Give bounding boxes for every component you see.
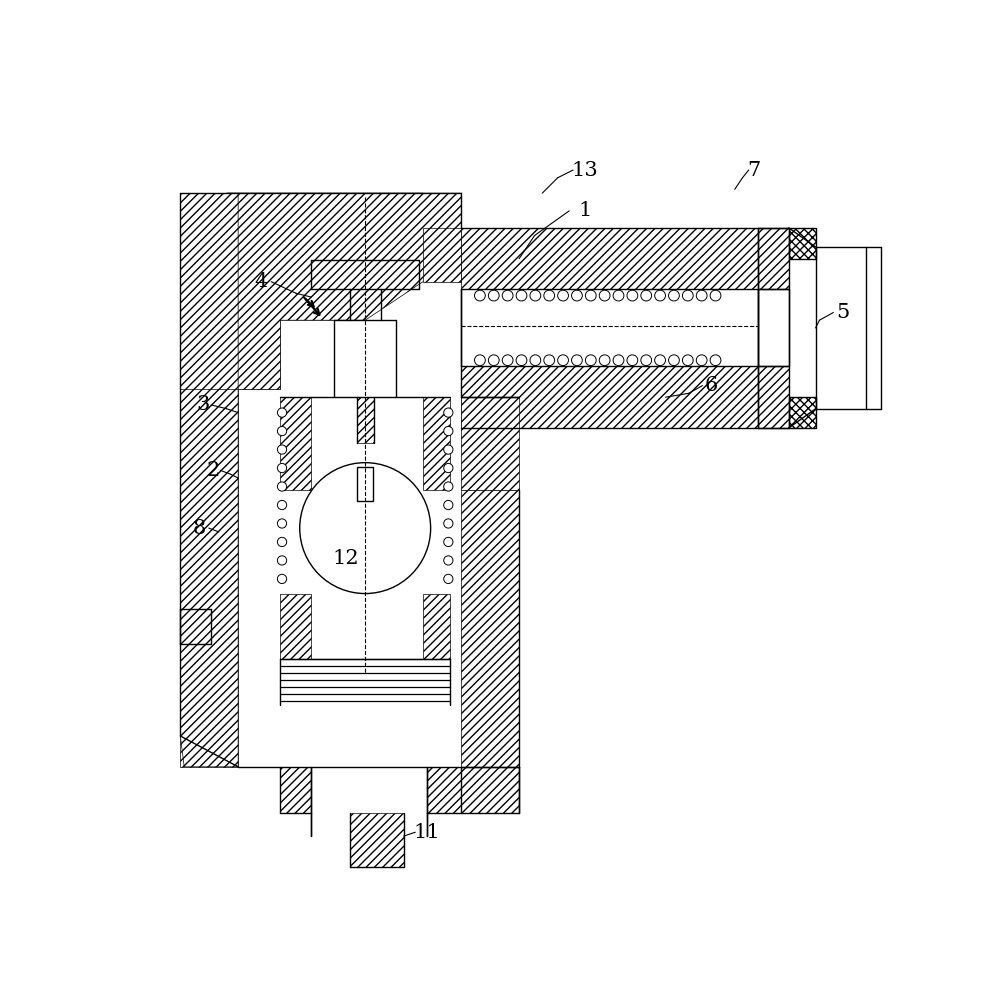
Bar: [357, 466, 373, 501]
Circle shape: [474, 290, 485, 301]
Circle shape: [502, 355, 513, 366]
Text: 5: 5: [836, 303, 849, 322]
Polygon shape: [423, 594, 450, 659]
Text: 11: 11: [414, 823, 440, 842]
Text: 8: 8: [193, 519, 206, 538]
Circle shape: [278, 463, 287, 473]
Text: 13: 13: [571, 161, 598, 180]
Polygon shape: [758, 228, 789, 289]
Circle shape: [474, 355, 485, 366]
Circle shape: [544, 355, 555, 366]
Circle shape: [696, 290, 707, 301]
Circle shape: [443, 556, 453, 565]
Bar: [758, 289, 789, 366]
Bar: [789, 228, 815, 259]
Circle shape: [443, 519, 453, 528]
Text: 12: 12: [332, 549, 359, 568]
Circle shape: [443, 574, 453, 584]
Polygon shape: [423, 397, 450, 490]
Polygon shape: [461, 767, 519, 813]
Circle shape: [669, 355, 680, 366]
Circle shape: [516, 290, 527, 301]
Circle shape: [443, 482, 453, 491]
Polygon shape: [281, 397, 311, 490]
Circle shape: [443, 426, 453, 436]
Circle shape: [278, 556, 287, 565]
Polygon shape: [461, 366, 758, 428]
Circle shape: [669, 290, 680, 301]
Circle shape: [502, 290, 513, 301]
Circle shape: [300, 463, 431, 594]
Circle shape: [627, 355, 638, 366]
Circle shape: [682, 355, 693, 366]
Circle shape: [613, 290, 624, 301]
Text: 6: 6: [705, 376, 718, 395]
Circle shape: [443, 408, 453, 417]
Polygon shape: [238, 193, 461, 389]
Circle shape: [558, 355, 568, 366]
Polygon shape: [461, 490, 519, 767]
Polygon shape: [311, 260, 419, 289]
Circle shape: [443, 445, 453, 454]
Polygon shape: [281, 767, 311, 813]
Circle shape: [516, 355, 527, 366]
Circle shape: [655, 290, 666, 301]
Circle shape: [544, 290, 555, 301]
Polygon shape: [181, 389, 238, 767]
Circle shape: [627, 290, 638, 301]
Polygon shape: [427, 767, 461, 813]
Circle shape: [585, 290, 596, 301]
Circle shape: [530, 355, 541, 366]
Circle shape: [599, 290, 610, 301]
Polygon shape: [181, 389, 238, 767]
Circle shape: [613, 355, 624, 366]
Circle shape: [696, 355, 707, 366]
Bar: [789, 397, 815, 428]
Polygon shape: [461, 397, 519, 490]
Circle shape: [443, 537, 453, 547]
Circle shape: [655, 355, 666, 366]
Circle shape: [710, 290, 721, 301]
Text: 4: 4: [255, 272, 268, 291]
Circle shape: [278, 408, 287, 417]
Circle shape: [571, 355, 582, 366]
Text: 7: 7: [747, 161, 761, 180]
Circle shape: [530, 290, 541, 301]
Polygon shape: [758, 366, 789, 428]
Polygon shape: [357, 397, 374, 443]
Circle shape: [585, 355, 596, 366]
Polygon shape: [350, 813, 404, 867]
Circle shape: [710, 355, 721, 366]
Circle shape: [278, 482, 287, 491]
Circle shape: [443, 463, 453, 473]
Circle shape: [443, 500, 453, 510]
Circle shape: [278, 445, 287, 454]
Circle shape: [278, 426, 287, 436]
Polygon shape: [181, 193, 238, 389]
Circle shape: [278, 519, 287, 528]
Text: 3: 3: [196, 395, 210, 414]
Circle shape: [488, 355, 499, 366]
Circle shape: [558, 290, 568, 301]
Circle shape: [278, 537, 287, 547]
Text: 2: 2: [206, 461, 219, 480]
Circle shape: [641, 290, 652, 301]
Circle shape: [488, 290, 499, 301]
Polygon shape: [423, 228, 461, 282]
Circle shape: [641, 355, 652, 366]
Circle shape: [599, 355, 610, 366]
Polygon shape: [281, 594, 311, 659]
Circle shape: [571, 290, 582, 301]
Polygon shape: [226, 193, 461, 389]
Circle shape: [682, 290, 693, 301]
Polygon shape: [461, 228, 758, 289]
Circle shape: [278, 574, 287, 584]
Text: 1: 1: [578, 201, 591, 220]
Circle shape: [278, 500, 287, 510]
